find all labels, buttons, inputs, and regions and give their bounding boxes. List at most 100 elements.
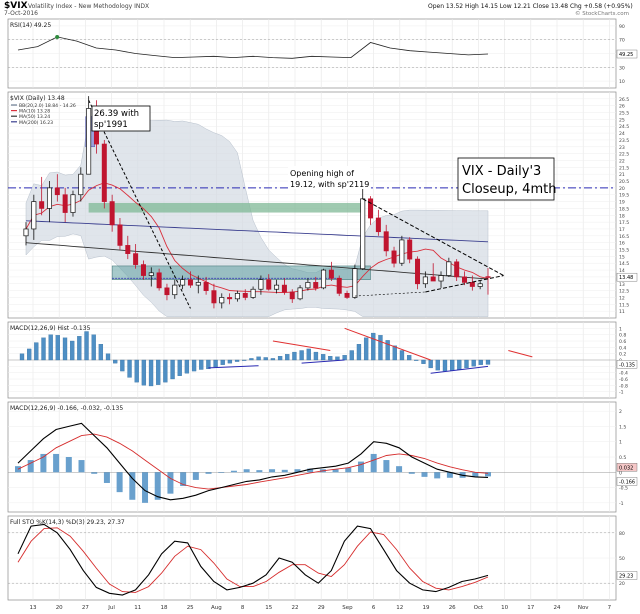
y-tick-label: 10 [619,79,625,85]
candle-body [227,297,233,300]
candle-body [31,201,37,230]
macd-hist-bar [450,359,455,371]
y-tick-label: 0.8 [619,333,626,339]
y-tick-label: 30 [619,65,625,71]
macd-hist-bar [256,470,263,473]
candle-body [469,282,475,287]
macd-hist-bar [392,345,397,361]
wedge-lower-line [425,275,504,293]
x-axis: 13 20 27 Jul 11 18 25 Aug 8 15 22 29 Sep 6 12 19 26 Oct 10… [30,605,612,611]
candle-body [203,282,209,291]
macd-hist-panel: 10.80.60.40.20-0.2-0.4-0.6-0.8-1MACD(12,… [7,321,638,399]
macd-hist-bar [385,340,390,361]
macd-hist-bar [53,453,60,473]
current-value-label: 49.25 [619,52,633,58]
brand-label: © StockCharts.com [575,10,629,17]
x-tick-label: 18 [161,605,168,611]
macd-hist-bar [192,472,199,480]
annotation-title: VIX - Daily'3 Closeup, 4mth [457,157,556,201]
x-tick-label: 8 [241,605,245,611]
y-tick-label: 16.5 [619,234,629,240]
macd-hist-title: MACD(12,26,9) Hist -0.135 [10,325,91,332]
candle-body [336,277,342,294]
y-tick-label: 19.5 [619,193,629,199]
legend-entry: MA(200) 16.23 [19,120,53,126]
legend-entry: MA(10) 13.28 [19,109,50,115]
candle-body [23,228,29,237]
macd-hist-bar [277,356,283,361]
y-tick-label: 70 [619,38,625,44]
y-tick-label: -1 [619,390,624,396]
candle-body [195,282,201,286]
x-tick-label: Oct [474,605,484,611]
current-value-label: -0.166 [619,479,635,485]
chart-date: 7-Oct-2016 [4,10,38,17]
macd-hist-bar [199,359,204,370]
x-tick-label: 13 [30,605,37,611]
macd-hist-bar [270,358,276,361]
x-tick-label: 26 [449,605,456,611]
candle-body [78,173,84,196]
current-value-tag [616,477,638,486]
y-tick-label: 18.5 [619,206,629,212]
x-tick-label: 19 [423,605,430,611]
annotation-title-line1: VIX - Daily'3 [462,164,541,179]
downtrend-line-jun [88,99,191,309]
macd-hist-bar [98,344,104,361]
candle-body [383,231,389,252]
macd-hist-bar [105,353,111,361]
y-tick-label: -0.6 [619,377,628,383]
y-tick-label: 15.5 [619,248,629,254]
macd-hist-bar [320,354,326,361]
macd-hist-bar [345,467,352,473]
macd-hist-bar [142,472,149,503]
quote-readout: Open 13.52 High 14.15 Low 12.21 Close 13… [428,3,633,10]
candle-body [234,292,240,300]
candle-body [211,290,217,304]
x-tick-label: 20 [56,605,63,611]
candle-body [180,279,186,286]
y-tick-label: 1 [619,326,622,332]
macd-hist-bar [206,359,211,370]
legend-entry: MA(50) 13.24 [19,114,50,120]
macd-hist-bar [342,355,347,361]
current-value-label: 13.48 [619,275,633,281]
current-value-tag [616,49,638,59]
macd-hist-bar [307,468,314,473]
macd-hist-bar [40,453,47,473]
macd-hist-bar [363,337,369,361]
divergence-line-red [344,327,431,361]
divergence-line-blue [208,365,259,369]
macd-hist-bar [383,460,390,473]
macd-hist-bar [19,353,25,361]
candle-body [438,275,444,282]
macd-hist-bar [156,359,161,385]
candle-body [46,187,52,209]
zone-teal [111,265,371,280]
candle-body [352,268,358,298]
y-tick-label: 23 [619,145,625,151]
y-tick-label: 21.5 [619,165,629,171]
candle-body [258,279,264,290]
macd-hist-bar [464,359,469,369]
macd-hist-bar [65,457,72,473]
current-value-tag [616,463,638,472]
macd-hist-bar [70,340,75,361]
macd-hist-bar [406,355,412,361]
y-tick-label: 23.5 [619,138,629,144]
macd-hist-bar [84,331,89,361]
candle-body [164,287,170,296]
annotation-title-line2: Closeup, 4mth [462,182,556,197]
candle-body [422,276,428,285]
y-tick-label: -0.4 [619,371,628,377]
macd-hist-bar [294,469,301,473]
sto-title: Full STO %K(14,3) %D(3) 29.23, 27.37 [10,519,125,526]
y-tick-label: -0.5 [619,486,628,492]
y-tick-label: 1.5 [619,424,626,430]
projection-line-red [508,350,533,358]
macd-hist-bar [263,357,268,361]
macd-hist-bar [163,359,168,383]
candle-body [266,279,272,290]
